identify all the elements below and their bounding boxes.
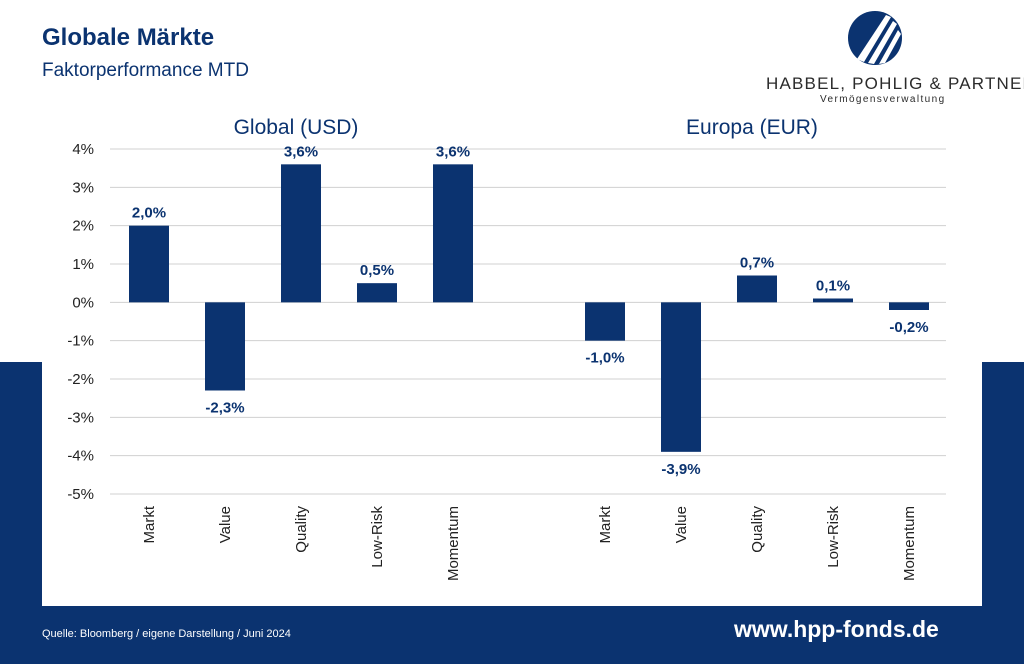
data-label: 0,1% [816, 278, 850, 295]
bar [281, 164, 321, 303]
data-label: -0,2% [889, 319, 928, 336]
page-title: Globale Märkte [42, 24, 215, 51]
category-label: Value [217, 506, 234, 543]
category-label: Low-Risk [369, 506, 386, 568]
chart-title: Global (USD) [234, 116, 359, 139]
website-link[interactable]: www.hpp-fonds.de [734, 616, 939, 642]
data-label: -3,9% [661, 461, 700, 478]
category-label: Quality [293, 506, 310, 553]
y-tick-label: 3% [72, 179, 94, 196]
category-label: Momentum [901, 506, 918, 581]
y-tick-label: -3% [67, 409, 94, 426]
data-label: 0,7% [740, 255, 774, 272]
data-label: 0,5% [360, 262, 394, 279]
data-label: -2,3% [205, 400, 244, 417]
chart-title: Europa (EUR) [686, 116, 818, 139]
bar [433, 164, 473, 303]
category-label: Markt [141, 505, 158, 543]
category-label: Low-Risk [825, 506, 842, 568]
category-label: Momentum [445, 506, 462, 581]
page-subtitle: Faktorperformance MTD [42, 60, 249, 81]
y-tick-label: -5% [67, 486, 94, 503]
company-logo: HABBEL, POHLIG & PARTNER Vermögensverwal… [760, 6, 1024, 106]
data-label: 2,0% [132, 205, 166, 222]
bar [585, 302, 625, 341]
data-label: 3,6% [436, 143, 470, 160]
logo-tagline: Vermögensverwaltung [820, 94, 946, 105]
logo-company-name: HABBEL, POHLIG & PARTNER [766, 74, 1024, 93]
hpp-logo-icon [848, 11, 902, 65]
bar [661, 302, 701, 452]
data-label: 3,6% [284, 143, 318, 160]
y-tick-label: -2% [67, 371, 94, 388]
factor-performance-chart: 4% 3% 2% 1% 0% -1% -2% -3% -4% -5% Global (USD) 2,0… [67, 116, 946, 581]
category-label: Quality [749, 506, 766, 553]
category-label: Value [673, 506, 690, 543]
bar [889, 302, 929, 310]
bar [813, 298, 853, 303]
y-tick-label: 4% [72, 141, 94, 158]
y-tick-label: -4% [67, 448, 94, 465]
y-tick-label: -1% [67, 333, 94, 350]
bar [737, 275, 777, 303]
data-label: -1,0% [585, 350, 624, 367]
y-tick-label: 2% [72, 218, 94, 235]
source-note: Quelle: Bloomberg / eigene Darstellung /… [42, 628, 291, 640]
content-panel [42, 0, 982, 606]
bar [129, 225, 169, 303]
y-tick-label: 0% [72, 294, 94, 311]
bar [205, 302, 245, 391]
y-tick-label: 1% [72, 256, 94, 273]
bar [357, 283, 397, 303]
category-label: Markt [597, 505, 614, 543]
